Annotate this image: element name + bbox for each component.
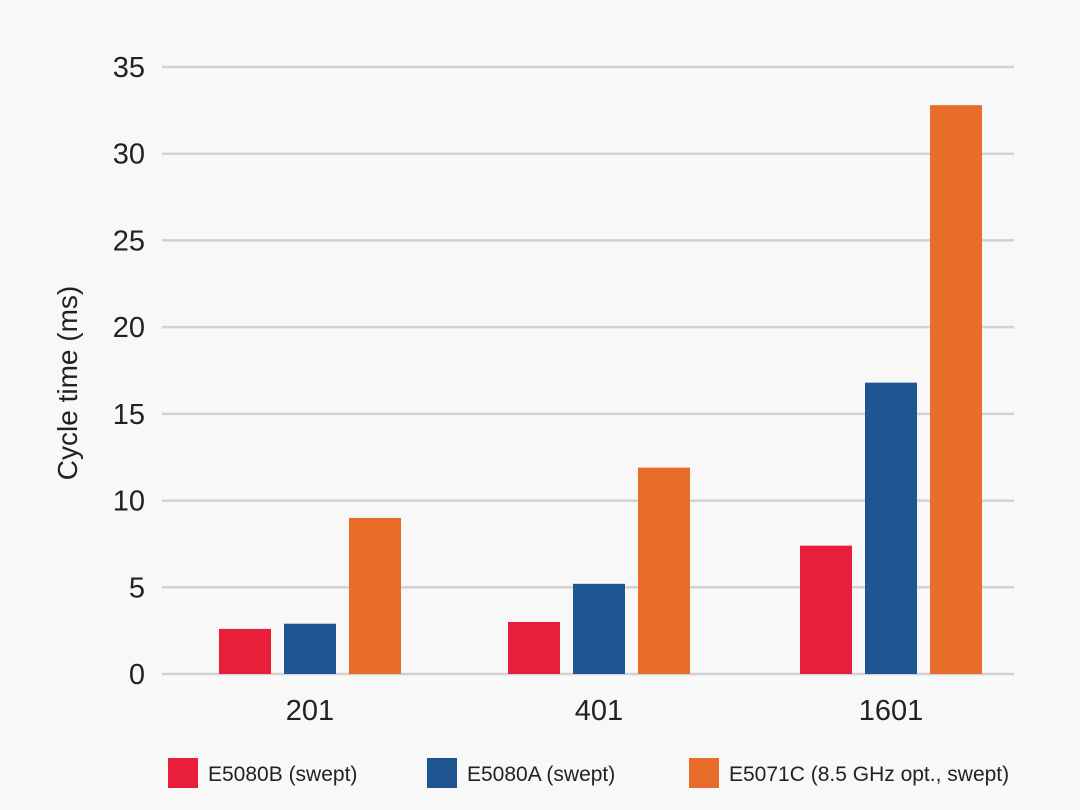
y-tick-label: 0 (129, 659, 145, 691)
legend: E5080B (swept) E5080A (swept) E5071C (8.5 … (168, 758, 1009, 788)
x-tick-label: 1601 (859, 695, 924, 727)
x-tick-label: 201 (286, 695, 334, 727)
legend-label: E5080B (swept) (208, 763, 357, 786)
legend-item: E5071C (8.5 GHz opt., swept) (689, 758, 1009, 788)
legend-swatch (168, 758, 198, 788)
legend-label: E5071C (8.5 GHz opt., swept) (729, 763, 1009, 786)
bar (638, 467, 690, 674)
y-tick-label: 25 (113, 225, 145, 257)
bar (349, 517, 401, 674)
bars (219, 105, 982, 674)
bar (508, 621, 560, 674)
legend-swatch (427, 758, 457, 788)
x-axis-ticks: 201 401 1601 (286, 695, 923, 727)
legend-label: E5080A (swept) (467, 763, 615, 786)
y-tick-label: 35 (113, 52, 145, 84)
y-tick-label: 5 (129, 572, 145, 604)
y-axis-ticks: 0 5 10 15 20 25 30 35 (113, 52, 145, 691)
bar (865, 382, 917, 674)
bar (219, 628, 271, 674)
gridlines (162, 65, 1014, 676)
bar (573, 583, 625, 674)
bar (284, 623, 336, 674)
x-tick-label: 401 (575, 695, 623, 727)
legend-item: E5080A (swept) (427, 758, 615, 788)
legend-swatch (689, 758, 719, 788)
y-axis-title: Cycle time (ms) (52, 286, 83, 480)
legend-item: E5080B (swept) (168, 758, 357, 788)
y-tick-label: 20 (113, 312, 145, 344)
bar (800, 545, 852, 674)
y-tick-label: 30 (113, 139, 145, 171)
y-tick-label: 10 (113, 486, 145, 518)
y-tick-label: 15 (113, 399, 145, 431)
bar (930, 105, 982, 674)
